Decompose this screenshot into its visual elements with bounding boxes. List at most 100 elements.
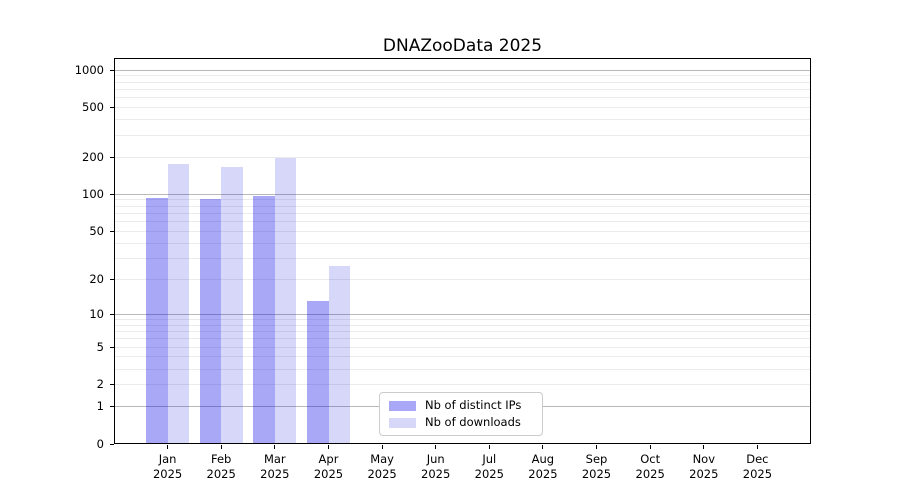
y-gridline-minor — [115, 257, 810, 259]
x-tick-year: 2025 — [689, 467, 719, 481]
x-tick-year: 2025 — [206, 467, 236, 481]
x-tick-label: May 2025 — [355, 452, 409, 482]
x-tick-mark — [328, 445, 329, 449]
bar-distinct-ips — [199, 198, 222, 443]
y-tick-label: 1000 — [74, 62, 104, 77]
bar-distinct-ips — [307, 301, 329, 443]
y-gridline-major — [115, 193, 810, 195]
y-gridline-minor — [115, 134, 810, 136]
y-tick-label: 2 — [96, 377, 104, 391]
x-tick-month: Jan — [158, 452, 177, 466]
y-gridline-minor — [115, 242, 810, 244]
y-tick-mark — [110, 313, 114, 315]
legend-label-downloads: Nb of downloads — [425, 415, 521, 429]
y-tick-mark — [110, 406, 114, 407]
x-tick-mark — [756, 445, 758, 449]
x-tick-month: Sep — [585, 452, 608, 466]
legend-swatch-distinct-ips — [389, 400, 416, 411]
x-tick-label: Aug 2025 — [516, 452, 570, 482]
legend-item-distinct-ips: Nb of distinct IPs — [389, 399, 533, 412]
x-tick-month: Apr — [318, 452, 339, 466]
bar-downloads — [221, 167, 243, 443]
y-gridline-minor — [115, 156, 810, 158]
x-tick-label: Jan 2025 — [141, 452, 195, 482]
y-gridline-minor — [115, 212, 810, 214]
legend-item-downloads: Nb of downloads — [389, 416, 533, 429]
x-tick-year: 2025 — [742, 467, 773, 481]
bar-downloads — [167, 164, 190, 443]
y-gridline-minor — [115, 338, 810, 340]
x-tick-year: 2025 — [152, 467, 183, 481]
y-tick-label: 100 — [82, 186, 104, 201]
x-tick-month: Aug — [531, 452, 555, 466]
x-tick-mark — [381, 445, 383, 449]
y-gridline-minor — [115, 81, 810, 83]
y-gridline-minor — [115, 97, 810, 99]
y-gridline-minor — [115, 88, 810, 90]
y-gridline-minor — [115, 230, 810, 232]
y-tick-mark — [110, 107, 114, 108]
y-gridline-minor — [115, 199, 810, 201]
y-tick-label: 500 — [82, 100, 104, 114]
y-tick-mark — [110, 278, 114, 280]
bar-downloads — [328, 265, 350, 443]
x-tick-label: Apr 2025 — [302, 452, 356, 482]
y-tick-mark — [110, 69, 114, 71]
x-tick-month: Jul — [482, 452, 497, 466]
y-gridline-minor — [115, 75, 810, 77]
x-tick-year: 2025 — [474, 467, 504, 481]
x-tick-label: Nov 2025 — [677, 452, 731, 482]
y-gridline-minor — [115, 331, 810, 332]
y-gridline-minor — [115, 205, 810, 207]
x-tick-year: 2025 — [313, 467, 344, 481]
x-tick-label: Jul 2025 — [462, 452, 516, 482]
legend: Nb of distinct IPs Nb of downloads — [379, 392, 543, 436]
bar-distinct-ips — [146, 197, 168, 443]
x-tick-label: Oct 2025 — [623, 452, 677, 482]
y-tick-mark — [110, 346, 114, 348]
y-tick-mark — [110, 193, 114, 195]
x-tick-mark — [435, 445, 437, 449]
x-tick-month: Feb — [211, 452, 232, 466]
y-tick-label: 1 — [96, 399, 104, 413]
y-gridline-minor — [115, 119, 810, 121]
x-tick-month: Mar — [263, 452, 286, 466]
y-gridline-minor — [115, 221, 810, 222]
x-tick-year: 2025 — [581, 467, 612, 481]
y-gridline-minor — [115, 346, 810, 348]
x-tick-year: 2025 — [528, 467, 558, 481]
y-gridline-minor — [115, 368, 810, 370]
chart-title: DNAZooData 2025 — [382, 36, 543, 56]
y-gridline-minor — [115, 318, 810, 320]
x-tick-mark — [649, 445, 651, 449]
bar-distinct-ips — [253, 195, 275, 443]
x-tick-mark — [703, 445, 705, 449]
bar-downloads — [274, 158, 297, 443]
y-tick-mark — [110, 384, 114, 385]
y-gridline-minor — [115, 278, 810, 280]
x-tick-mark — [542, 445, 544, 449]
y-tick-label: 200 — [82, 149, 104, 164]
y-tick-label: 20 — [89, 271, 104, 286]
x-tick-mark — [220, 445, 222, 449]
y-tick-mark — [110, 156, 114, 158]
x-tick-label: Mar 2025 — [248, 452, 302, 482]
y-tick-label: 50 — [89, 223, 104, 238]
x-tick-mark — [274, 445, 276, 449]
x-tick-label: Sep 2025 — [570, 452, 624, 482]
x-tick-mark — [488, 445, 490, 449]
y-gridline-minor — [115, 356, 810, 358]
legend-swatch-downloads — [389, 417, 416, 428]
y-tick-mark — [110, 230, 114, 232]
x-tick-month: Oct — [640, 452, 661, 466]
y-tick-label: 5 — [96, 339, 104, 354]
y-gridline-major — [115, 313, 810, 315]
x-tick-year: 2025 — [421, 467, 451, 481]
x-tick-mark — [167, 445, 169, 449]
y-tick-label: 10 — [89, 306, 104, 321]
x-tick-month: Jun — [426, 452, 445, 466]
x-tick-mark — [596, 445, 597, 449]
y-tick-label: 0 — [96, 436, 104, 451]
axes-spines — [114, 58, 811, 444]
